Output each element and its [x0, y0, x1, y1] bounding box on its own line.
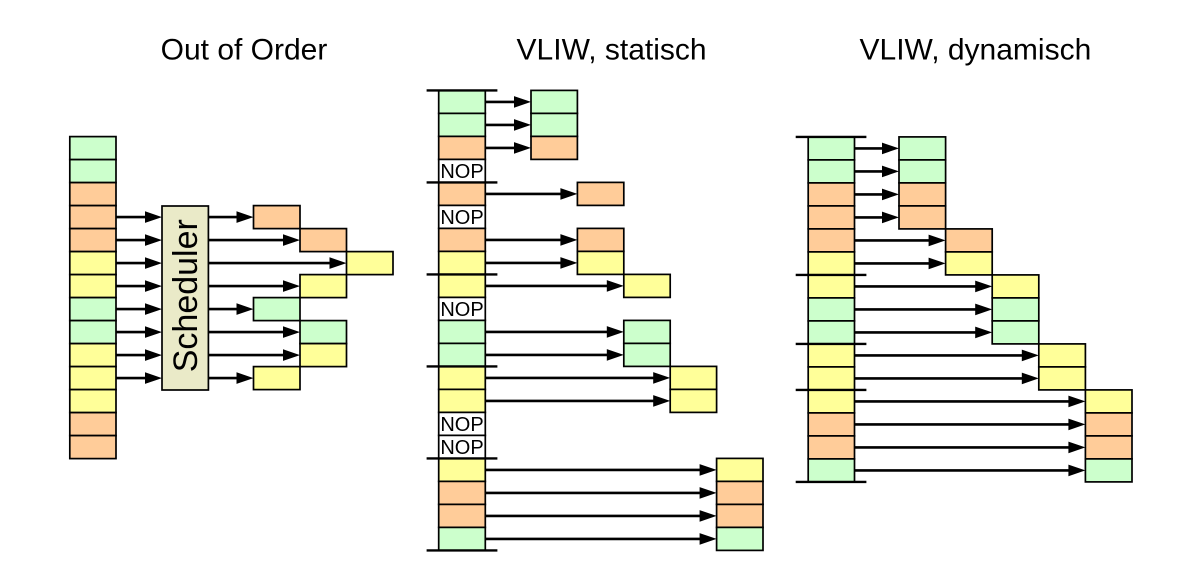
svg-text:VLIW, statisch: VLIW, statisch: [517, 34, 707, 67]
svg-text:Out of Order: Out of Order: [161, 34, 328, 67]
svg-text:NOP: NOP: [440, 437, 483, 459]
svg-text:NOP: NOP: [440, 414, 483, 436]
svg-text:NOP: NOP: [440, 207, 483, 229]
svg-text:VLIW, dynamisch: VLIW, dynamisch: [860, 34, 1092, 67]
svg-text:Scheduler: Scheduler: [167, 219, 205, 372]
svg-text:NOP: NOP: [440, 299, 483, 321]
svg-text:NOP: NOP: [440, 161, 483, 183]
